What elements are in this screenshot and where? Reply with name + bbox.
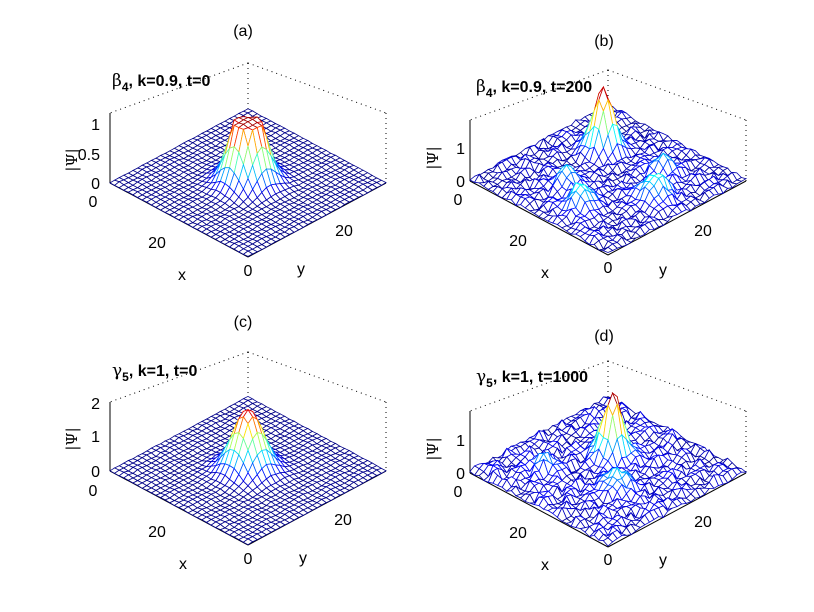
panel-a-title: β4, k=0.9, t=0 [112, 71, 210, 94]
panel-c-back-right-top [247, 351, 387, 403]
panel-a-ylabel: y [297, 261, 305, 278]
panel-a-ztick-zero: 0 [91, 176, 100, 193]
panel-c-xlabel: x [179, 556, 187, 573]
panel-b-xtick-20: 20 [509, 233, 527, 250]
panel-a-title-subscript: 4 [122, 80, 129, 94]
panel-c-zlabel: |Ψ| [63, 427, 81, 450]
panel-a-ztick-top: 1 [91, 117, 100, 134]
panel-d-title-symbol: γ [476, 367, 486, 387]
panel-b-ztick-top: 1 [456, 141, 465, 158]
panel-c-mesh [109, 395, 387, 546]
panel-d-ztick-zero: 0 [456, 466, 465, 483]
panel-a-mesh [109, 108, 387, 257]
panel-b-zlabel: |Ψ| [424, 146, 442, 169]
panel-b-ztick-zero: 0 [456, 174, 465, 191]
panel-a-xtick-0: 0 [89, 194, 98, 211]
panel-a-title-text: , k=0.9, t=0 [129, 73, 211, 90]
mesh-cell [242, 250, 254, 257]
panel-d-ylabel: y [659, 552, 667, 569]
panel-a-xlabel: x [178, 267, 186, 284]
panel-a-xtick-20: 20 [148, 235, 166, 252]
panel-c-xtick-0: 0 [89, 483, 98, 500]
panel-c: (c) γ5, k=1, t=0 |Ψ| 2 1 0 0 20 0 20 x y [63, 314, 387, 573]
panel-c-ztick-top: 2 [91, 396, 100, 413]
mesh-cell [602, 537, 614, 547]
panel-c-title-subscript: 5 [122, 370, 129, 384]
panel-b-title: β4, k=0.9, t=200 [476, 77, 592, 100]
panel-c-ylabel: y [299, 550, 307, 567]
panel-d-title-subscript: 5 [486, 376, 493, 390]
panel-d: (d) γ5, k=1, t=1000 |Ψ| 1 0 0 20 0 20 x … [424, 328, 748, 574]
panel-c-title-symbol: γ [112, 361, 122, 381]
panel-a-ytick-20: 20 [335, 223, 353, 240]
panel-c-ytick-0: 0 [244, 551, 253, 568]
panel-a-zlabel: |Ψ| [63, 148, 81, 171]
panel-b-ytick-0: 0 [604, 260, 613, 277]
panel-d-zlabel: |Ψ| [424, 437, 442, 460]
panel-b-title-symbol: β [476, 77, 486, 97]
panel-d-label: (d) [594, 328, 614, 345]
panel-c-ztick-mid: 1 [91, 429, 100, 446]
panel-c-ytick-20: 20 [334, 512, 352, 529]
panel-b-title-subscript: 4 [486, 86, 493, 100]
panel-c-xtick-20: 20 [148, 524, 166, 541]
panel-b-back-right-top [607, 69, 747, 121]
mesh-cell [602, 246, 614, 253]
mesh-cell [242, 538, 254, 546]
panel-c-title-text: , k=1, t=0 [129, 363, 198, 380]
panel-d-ytick-0: 0 [604, 552, 613, 569]
panel-d-xtick-0: 0 [454, 484, 463, 501]
panel-b-ylabel: y [659, 262, 667, 279]
panel-c-ztick-zero: 0 [91, 464, 100, 481]
panel-b-label: (b) [594, 33, 614, 50]
panel-b-ytick-20: 20 [694, 223, 712, 240]
panel-b-xlabel: x [541, 265, 549, 282]
panel-c-title: γ5, k=1, t=0 [112, 361, 197, 384]
panel-d-mesh [469, 391, 748, 547]
panel-d-xtick-20: 20 [509, 525, 527, 542]
panel-a: (a) β4, k=0.9, t=0 |Ψ| 1 0.5 0 0 20 0 20… [63, 23, 387, 284]
panel-c-label: (c) [234, 314, 253, 331]
panel-b-xtick-0: 0 [454, 192, 463, 209]
panel-d-back-right-top [607, 360, 747, 412]
panel-b-mesh [469, 85, 748, 253]
panel-d-title-text: , k=1, t=1000 [493, 369, 588, 386]
panel-b: (b) β4, k=0.9, t=200 |Ψ| 1 0 0 20 0 20 x… [424, 33, 748, 282]
panel-d-title: γ5, k=1, t=1000 [476, 367, 588, 390]
panel-a-label: (a) [233, 23, 253, 40]
panel-b-title-text: , k=0.9, t=200 [493, 79, 593, 96]
panel-d-x-axis [469, 472, 609, 548]
panel-b-x-axis [469, 180, 609, 256]
panel-a-title-symbol: β [112, 71, 122, 91]
panel-d-ztick-top: 1 [456, 433, 465, 450]
panel-a-back-right-top [247, 62, 387, 114]
panel-d-xlabel: x [541, 557, 549, 574]
panel-a-ztick-mid: 0.5 [78, 147, 100, 164]
panel-d-ytick-20: 20 [694, 514, 712, 531]
panel-a-ytick-0: 0 [244, 263, 253, 280]
